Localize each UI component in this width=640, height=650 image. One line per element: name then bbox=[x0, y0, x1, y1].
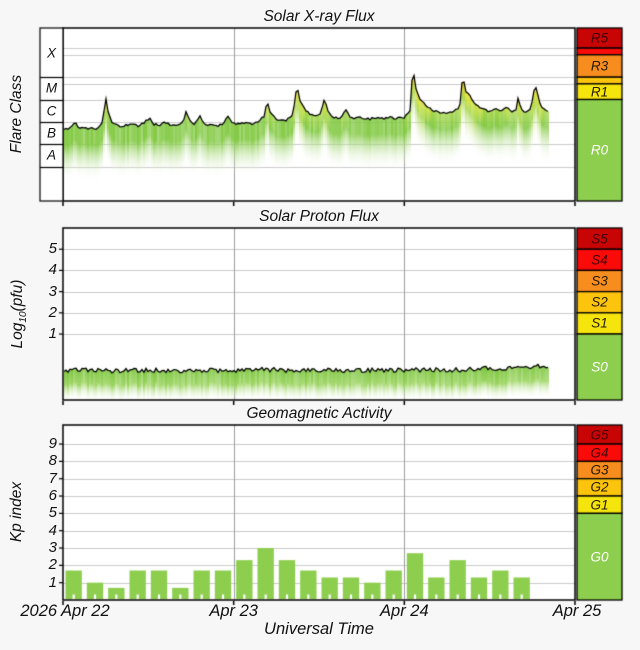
kp-ytick-8: 8 bbox=[48, 452, 57, 470]
flare-class-axis-label: Flare Class bbox=[8, 74, 25, 154]
flare-class-band-B: B bbox=[46, 125, 57, 141]
scale-label-G3: G3 bbox=[590, 462, 609, 478]
proton-ytick-5: 5 bbox=[48, 240, 57, 258]
scale-label-S5: S5 bbox=[591, 231, 608, 247]
date-label-2: Apr 24 bbox=[380, 602, 429, 620]
proton-chart-title: Solar Proton Flux bbox=[259, 208, 379, 225]
scale-label-S4: S4 bbox=[591, 252, 608, 268]
scale-label-R1: R1 bbox=[590, 84, 609, 100]
kp-ytick-7: 7 bbox=[48, 469, 57, 487]
scale-label-R5: R5 bbox=[590, 30, 609, 46]
kp-ytick-4: 4 bbox=[48, 521, 57, 539]
scale-label-S3: S3 bbox=[591, 273, 608, 289]
scale-label-G5: G5 bbox=[590, 427, 609, 443]
proton-ytick-1: 1 bbox=[48, 325, 57, 343]
date-label-1: Apr 23 bbox=[209, 602, 258, 620]
proton-ytick-2: 2 bbox=[48, 303, 57, 321]
proton-ytick-3: 3 bbox=[48, 282, 57, 300]
scale-label-G1: G1 bbox=[590, 497, 609, 513]
universal-time-axis-label: Universal Time bbox=[264, 620, 374, 638]
scale-label-S0: S0 bbox=[591, 359, 608, 375]
flare-class-band-C: C bbox=[46, 103, 57, 119]
flare-class-band-X: X bbox=[46, 45, 57, 61]
kp-ytick-6: 6 bbox=[48, 487, 57, 505]
scale-label-G4: G4 bbox=[590, 445, 609, 461]
kp-chart-title: Geomagnetic Activity bbox=[246, 405, 392, 422]
date-label-0: 2026 Apr 22 bbox=[20, 602, 110, 620]
kp-ytick-3: 3 bbox=[48, 539, 57, 557]
proton-ytick-4: 4 bbox=[48, 261, 57, 279]
kp-ytick-5: 5 bbox=[48, 504, 57, 522]
scale-label-S1: S1 bbox=[591, 315, 608, 331]
scale-label-S2: S2 bbox=[591, 294, 608, 310]
date-label-3: Apr 25 bbox=[552, 602, 602, 620]
xray-chart-title: Solar X-ray Flux bbox=[263, 8, 375, 25]
flare-class-band-M: M bbox=[45, 80, 58, 96]
scale-label-R3: R3 bbox=[590, 58, 609, 74]
flare-class-band-A: A bbox=[46, 147, 57, 163]
kp-ytick-9: 9 bbox=[48, 435, 57, 453]
kp-ytick-2: 2 bbox=[48, 556, 57, 574]
scale-label-G0: G0 bbox=[590, 549, 609, 565]
scale-label-R0: R0 bbox=[590, 142, 609, 158]
scale-label-G2: G2 bbox=[590, 479, 609, 495]
kp-ytick-1: 1 bbox=[48, 573, 57, 591]
